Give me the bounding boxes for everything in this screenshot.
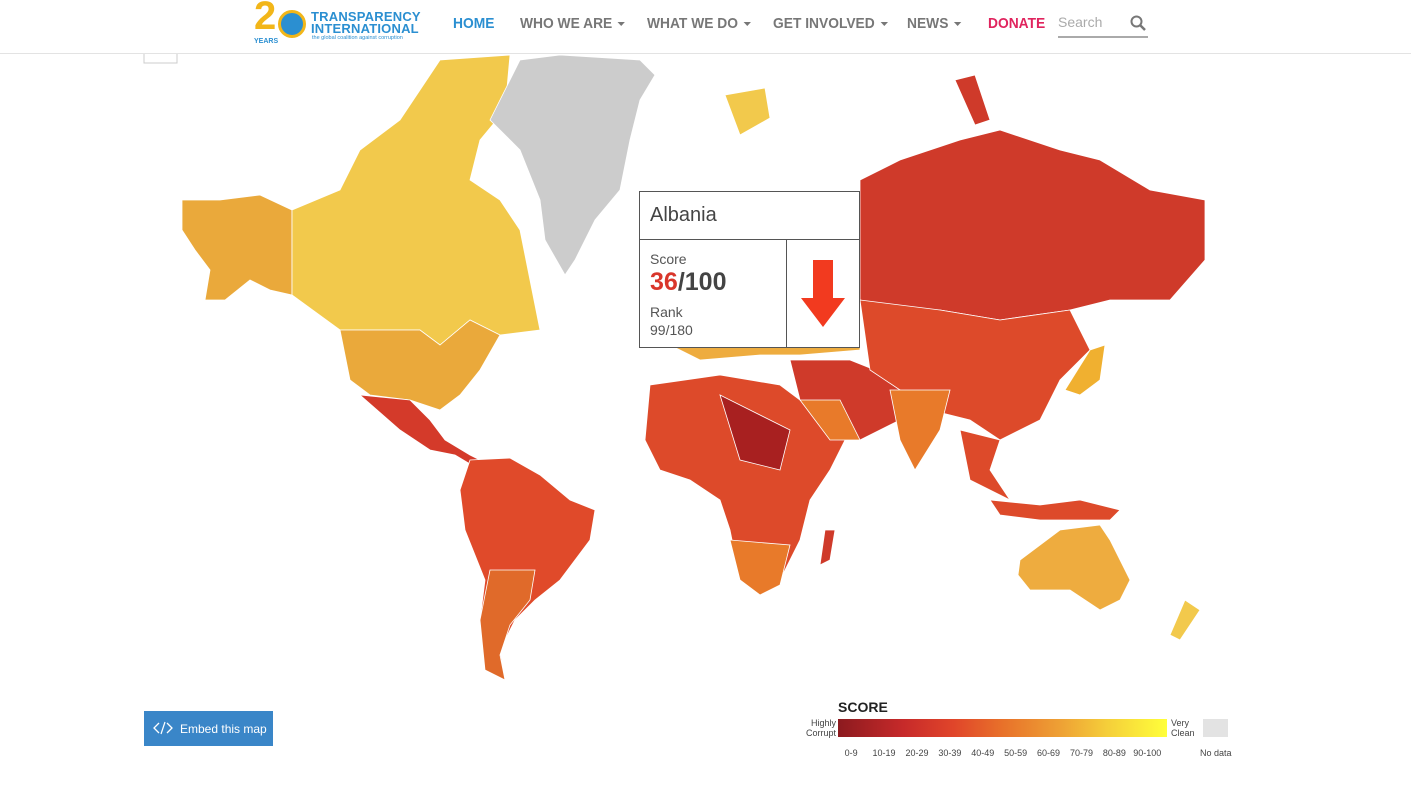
legend-range: 0-9	[844, 748, 858, 758]
divider	[786, 239, 787, 347]
search-placeholder: Search	[1058, 14, 1103, 30]
trend-arrow	[801, 260, 845, 327]
logo-name[interactable]: INTERNATIONAL	[311, 21, 419, 36]
country[interactable]	[724, 87, 771, 136]
legend-range: 40-49	[971, 748, 995, 758]
score-label: Score	[650, 251, 687, 267]
site-header: 2 YEARS TRANSPARENCY INTERNATIONAL the g…	[0, 0, 1411, 54]
legend-range: 30-39	[938, 748, 962, 758]
country[interactable]	[358, 394, 491, 471]
legend-range: 90-100	[1133, 748, 1162, 758]
legend-title: SCORE	[838, 699, 888, 715]
country-name: Albania	[650, 204, 717, 226]
country[interactable]	[719, 394, 791, 471]
embed-button[interactable]: Embed this map	[144, 711, 273, 746]
logo-globe	[278, 10, 306, 38]
legend-range: 50-59	[1004, 748, 1028, 758]
legend-range: 10-19	[872, 748, 896, 758]
country[interactable]	[459, 457, 596, 681]
legend-low-label: Highly Corrupt	[805, 718, 836, 738]
country[interactable]	[729, 539, 791, 596]
search-box[interactable]: Search	[1058, 14, 1148, 38]
legend-range: 60-69	[1037, 748, 1061, 758]
nav-link[interactable]: GET INVOLVED	[773, 15, 888, 32]
embed-label: Embed this map	[180, 722, 267, 736]
country-tooltip: Albania Score 36/100 Rank 99/180	[639, 191, 860, 348]
nav-link[interactable]: WHO WE ARE	[520, 15, 625, 32]
no-data-label: No data	[1200, 748, 1232, 758]
country[interactable]	[959, 429, 1012, 502]
nav-link[interactable]: DONATE	[988, 15, 1046, 32]
score-value: 36	[650, 268, 678, 296]
world-map	[143, 43, 1206, 681]
nav-link[interactable]: NEWS	[907, 15, 961, 32]
logo-years: YEARS	[254, 38, 279, 45]
country[interactable]	[1169, 599, 1201, 641]
nav-link[interactable]: HOME	[453, 15, 495, 32]
country[interactable]	[954, 74, 991, 126]
country[interactable]	[181, 194, 293, 301]
legend-range: 70-79	[1069, 748, 1093, 758]
rank-label: Rank	[650, 304, 683, 320]
legend-range: 80-89	[1102, 748, 1126, 758]
rank: 99/180	[650, 322, 693, 338]
country[interactable]	[1017, 524, 1131, 611]
score: 36/100	[650, 268, 726, 297]
countries	[181, 54, 1206, 681]
logo-digit: 2	[254, 0, 277, 38]
search-icon[interactable]	[1130, 15, 1146, 31]
country[interactable]	[989, 499, 1121, 521]
country[interactable]	[889, 389, 951, 471]
country[interactable]	[489, 54, 656, 276]
country[interactable]	[644, 374, 846, 596]
code-icon	[153, 721, 173, 735]
no-data-swatch	[1203, 719, 1228, 737]
country[interactable]	[1064, 344, 1106, 396]
country[interactable]	[479, 569, 536, 681]
legend-gradient	[838, 719, 1167, 737]
legend-high-label: Very Clean	[1171, 718, 1195, 738]
logo-name[interactable]: TRANSPARENCY	[311, 9, 421, 24]
logo-tagline: the global coalition against corruption	[312, 35, 403, 41]
country[interactable]	[859, 129, 1206, 321]
country[interactable]	[819, 529, 836, 566]
score-max: /100	[677, 268, 727, 296]
legend-range: 20-29	[905, 748, 929, 758]
country[interactable]	[799, 399, 861, 441]
country[interactable]	[339, 319, 501, 411]
nav-link[interactable]: WHAT WE DO	[647, 15, 751, 32]
divider	[640, 239, 859, 240]
